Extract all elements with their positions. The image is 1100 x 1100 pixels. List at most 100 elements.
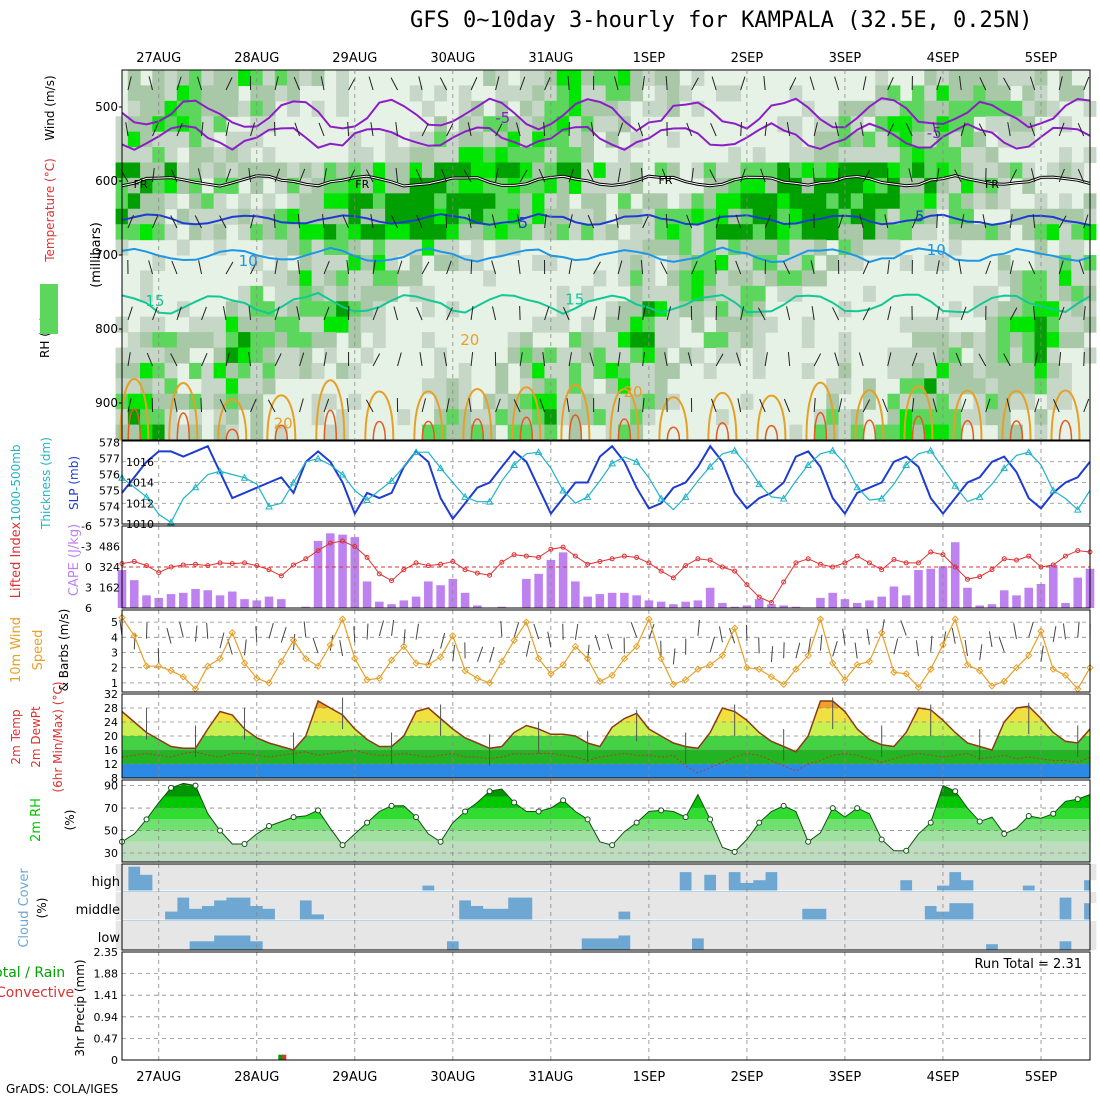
contour-label: -5 (927, 124, 942, 142)
upper-wind-barb (566, 398, 570, 413)
rh-cell (764, 239, 778, 256)
rh-cell (630, 224, 644, 241)
rh-cell (274, 285, 288, 302)
rh-cell (164, 85, 178, 102)
rh-cell (924, 162, 938, 179)
cape-bar (387, 604, 396, 608)
rh-cell (912, 162, 925, 179)
rh-cell (814, 177, 827, 194)
upper-wind-barb (538, 168, 546, 183)
rh-point (266, 823, 273, 830)
date-label-top: 30AUG (430, 51, 475, 66)
rh-cell (311, 270, 325, 287)
rh-cell (385, 224, 398, 241)
rh-cell (323, 224, 337, 241)
rh-cell (899, 147, 913, 164)
lifted-index-point (1075, 548, 1081, 554)
upper-wind-barb (714, 259, 717, 275)
upper-wind-barb (468, 398, 472, 413)
rh-cell (556, 85, 570, 102)
wind-speed-point (510, 636, 518, 645)
rh-point (364, 819, 371, 826)
rh-point (413, 814, 420, 821)
rh-cell (250, 378, 264, 395)
upper-wind-barb (884, 214, 889, 229)
wind-speed-point (828, 659, 837, 667)
wind-speed-point (302, 654, 310, 663)
rh-cell (323, 316, 337, 333)
thickness-point (559, 486, 567, 494)
wind-speed-point (142, 662, 151, 670)
rh-cell (826, 255, 840, 272)
temp-band (122, 736, 1090, 750)
rh-cell (421, 177, 435, 194)
wind-speed-point (841, 676, 849, 684)
wind-speed-point (657, 654, 665, 663)
rh-cell (703, 285, 717, 302)
upper-wind-barb (812, 167, 815, 183)
cape-bar (142, 595, 151, 608)
upper-wind-barb (958, 260, 962, 275)
rh-cell (875, 162, 889, 179)
rh-cell (642, 362, 656, 379)
rh-cell (360, 177, 374, 194)
cloud-clear-cell (618, 921, 631, 936)
rh-cell (299, 270, 313, 287)
rh-cell (630, 362, 644, 379)
lifted-index-point (903, 560, 909, 566)
rh-cell (752, 270, 766, 287)
cloud-clear-cell (201, 864, 215, 891)
cape-bar (828, 592, 837, 608)
rh-cell (1010, 131, 1023, 148)
rh-point (976, 818, 983, 825)
rh-cell (507, 147, 521, 164)
rh-cell (507, 332, 521, 349)
rh-cell (679, 85, 693, 102)
wind-speed-point (914, 683, 923, 692)
upper-wind-barb (248, 306, 252, 321)
rh-cell (850, 239, 864, 256)
rh-cell (936, 347, 950, 364)
upper-wind-barb (368, 76, 374, 91)
rh-cell (924, 378, 938, 395)
rh-cell (1059, 393, 1072, 410)
temp-contour-20 (952, 389, 983, 441)
rh-cell (985, 332, 999, 349)
upper-wind-barb (887, 306, 892, 321)
rh-cell (519, 362, 533, 379)
temp-contour-25 (519, 416, 534, 441)
upper-wind-barb (197, 168, 203, 183)
precip-total-bar (278, 1054, 284, 1060)
wind-speed-point (547, 670, 555, 678)
lifted-index-point (425, 563, 431, 569)
rh-cell (201, 208, 215, 225)
upper-wind-barb (642, 306, 646, 321)
cloud-clear-cell (814, 921, 827, 950)
surface-wind-barb (893, 638, 899, 655)
surface-wind-barb (842, 628, 846, 645)
lifted-index-point (805, 556, 811, 562)
rh-cell (948, 85, 962, 102)
rh-cell (483, 162, 497, 179)
wind-speed-point (1061, 671, 1070, 680)
rh-cell (238, 332, 251, 349)
rh-cell (1022, 332, 1036, 349)
temp-band (122, 750, 1090, 764)
rh-cell (593, 162, 607, 179)
rh-cell (777, 224, 791, 241)
cloud-clear-cell (483, 892, 496, 909)
rh-cell (581, 316, 595, 333)
date-label-top: 27AUG (136, 51, 181, 66)
rh-cell (127, 393, 141, 410)
cloud-clear-cell (360, 921, 374, 950)
rh-cell (764, 162, 778, 179)
rh-cell (299, 332, 313, 349)
rh-cell (287, 70, 300, 87)
rh-cell (1022, 393, 1036, 410)
temp-contour-25 (470, 418, 485, 441)
rh-cell (899, 424, 913, 441)
rh-cell (887, 116, 901, 133)
rh-cell (899, 316, 913, 333)
cloud-clear-cell (875, 892, 889, 920)
rh-cell (997, 162, 1011, 179)
